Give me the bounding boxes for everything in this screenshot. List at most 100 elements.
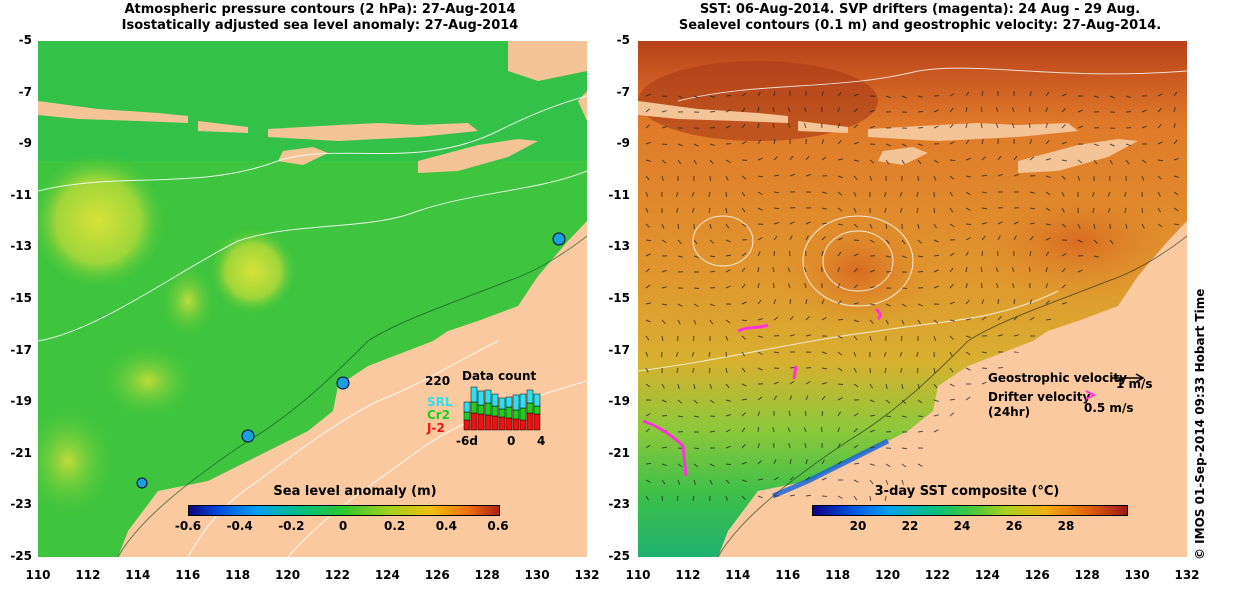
java-island bbox=[38, 101, 188, 123]
velocity-vector bbox=[821, 207, 827, 210]
velocity-vector bbox=[741, 267, 746, 273]
velocity-vector bbox=[693, 303, 699, 307]
right-y-tick-4: -13 bbox=[608, 239, 630, 254]
velocity-vector bbox=[709, 143, 715, 146]
sst-cb-tick-0: 20 bbox=[849, 519, 867, 533]
velocity-vector bbox=[884, 367, 887, 373]
velocity-vector bbox=[949, 159, 956, 162]
velocity-vector bbox=[901, 95, 907, 99]
velocity-vector bbox=[787, 283, 791, 289]
velocity-vector bbox=[981, 174, 988, 177]
velocity-vector bbox=[980, 266, 983, 273]
velocity-vector bbox=[725, 319, 731, 324]
velocity-vector bbox=[933, 383, 938, 389]
left-x-tick-8: 126 bbox=[424, 568, 450, 582]
velocity-vector bbox=[821, 251, 824, 257]
left-x-tick-3: 116 bbox=[175, 568, 201, 582]
velocity-vector bbox=[805, 395, 809, 401]
velocity-vector bbox=[661, 495, 664, 502]
velocity-vector bbox=[677, 239, 682, 245]
velocity-vector bbox=[965, 351, 971, 356]
velocity-vector bbox=[1125, 143, 1131, 147]
velocity-vector bbox=[725, 159, 731, 163]
velocity-vector bbox=[965, 223, 972, 226]
sst-cb-tick-3: 26 bbox=[1005, 519, 1023, 533]
velocity-vector bbox=[725, 445, 731, 449]
velocity-vector bbox=[997, 316, 1002, 321]
sla-map bbox=[38, 41, 587, 557]
velocity-vector bbox=[1173, 139, 1178, 145]
velocity-vector bbox=[980, 282, 983, 289]
velocity-vector bbox=[837, 427, 840, 433]
velocity-vector bbox=[869, 109, 875, 113]
data-count-bar bbox=[484, 402, 492, 416]
velocity-vector bbox=[1157, 123, 1162, 129]
right-y-tick-8: -21 bbox=[608, 445, 630, 460]
velocity-vector bbox=[900, 335, 903, 342]
data-count-bar bbox=[505, 417, 513, 431]
data-count-bar bbox=[533, 405, 541, 415]
velocity-vector bbox=[1141, 175, 1145, 181]
velocity-vector bbox=[899, 351, 903, 357]
velocity-vector bbox=[773, 459, 777, 465]
velocity-vector bbox=[949, 283, 954, 289]
velocity-vector bbox=[741, 461, 747, 465]
velocity-vector bbox=[1061, 175, 1066, 180]
velocity-vector bbox=[661, 223, 665, 229]
velocity-vector bbox=[995, 267, 999, 273]
velocity-vector bbox=[741, 207, 746, 213]
velocity-vector bbox=[1077, 175, 1081, 181]
velocity-vector bbox=[677, 415, 684, 418]
velocity-vector bbox=[1013, 235, 1017, 241]
velocity-vector bbox=[916, 207, 919, 213]
velocity-vector bbox=[933, 175, 937, 181]
velocity-vector bbox=[773, 381, 779, 385]
right-x-tick-6: 122 bbox=[924, 568, 950, 582]
velocity-vector bbox=[917, 239, 923, 244]
velocity-vector bbox=[661, 239, 667, 244]
velocity-vector bbox=[773, 395, 778, 401]
timor-island bbox=[418, 139, 538, 173]
tide-gauge bbox=[136, 477, 148, 489]
velocity-vector bbox=[789, 315, 794, 321]
velocity-vector bbox=[773, 139, 776, 145]
velocity-vector bbox=[787, 267, 791, 273]
left-x-tick-9: 128 bbox=[474, 568, 500, 582]
velocity-vector bbox=[821, 382, 827, 385]
velocity-vector bbox=[1013, 173, 1019, 177]
velocity-vector bbox=[725, 223, 730, 229]
velocity-vector bbox=[837, 175, 843, 179]
velocity-vector bbox=[757, 351, 763, 356]
velocity-vector bbox=[741, 412, 747, 417]
data-count-bar bbox=[470, 386, 478, 403]
velocity-vector bbox=[853, 383, 859, 388]
data-count-bar bbox=[463, 401, 471, 413]
data-count-bar bbox=[470, 401, 478, 414]
data-count-bar bbox=[463, 411, 471, 421]
velocity-vector bbox=[1077, 109, 1083, 113]
velocity-vector bbox=[933, 109, 939, 113]
velocity-vector bbox=[789, 173, 795, 177]
velocity-vector bbox=[949, 301, 955, 305]
velocity-vector bbox=[725, 269, 731, 273]
velocity-vector bbox=[676, 495, 679, 502]
data-count-bar bbox=[463, 419, 471, 431]
velocity-vector bbox=[757, 266, 760, 273]
velocity-vector bbox=[1157, 223, 1163, 228]
drifter-interval-label: (24hr) bbox=[988, 405, 1031, 419]
velocity-vector bbox=[757, 495, 763, 499]
velocity-vector bbox=[725, 125, 731, 129]
velocity-vector bbox=[1109, 159, 1113, 165]
velocity-vector bbox=[821, 495, 828, 498]
velocity-vector bbox=[965, 335, 971, 339]
right-y-tick-10: -25 bbox=[608, 549, 630, 563]
velocity-vector bbox=[693, 159, 697, 165]
velocity-vector bbox=[883, 351, 887, 357]
velocity-vector bbox=[757, 91, 761, 97]
velocity-vector bbox=[965, 318, 971, 321]
velocity-vector bbox=[837, 223, 843, 226]
velocity-vector bbox=[899, 191, 903, 197]
velocity-vector bbox=[725, 479, 730, 484]
left-y-tick-3: -11 bbox=[10, 187, 32, 202]
velocity-vector bbox=[1045, 318, 1052, 321]
